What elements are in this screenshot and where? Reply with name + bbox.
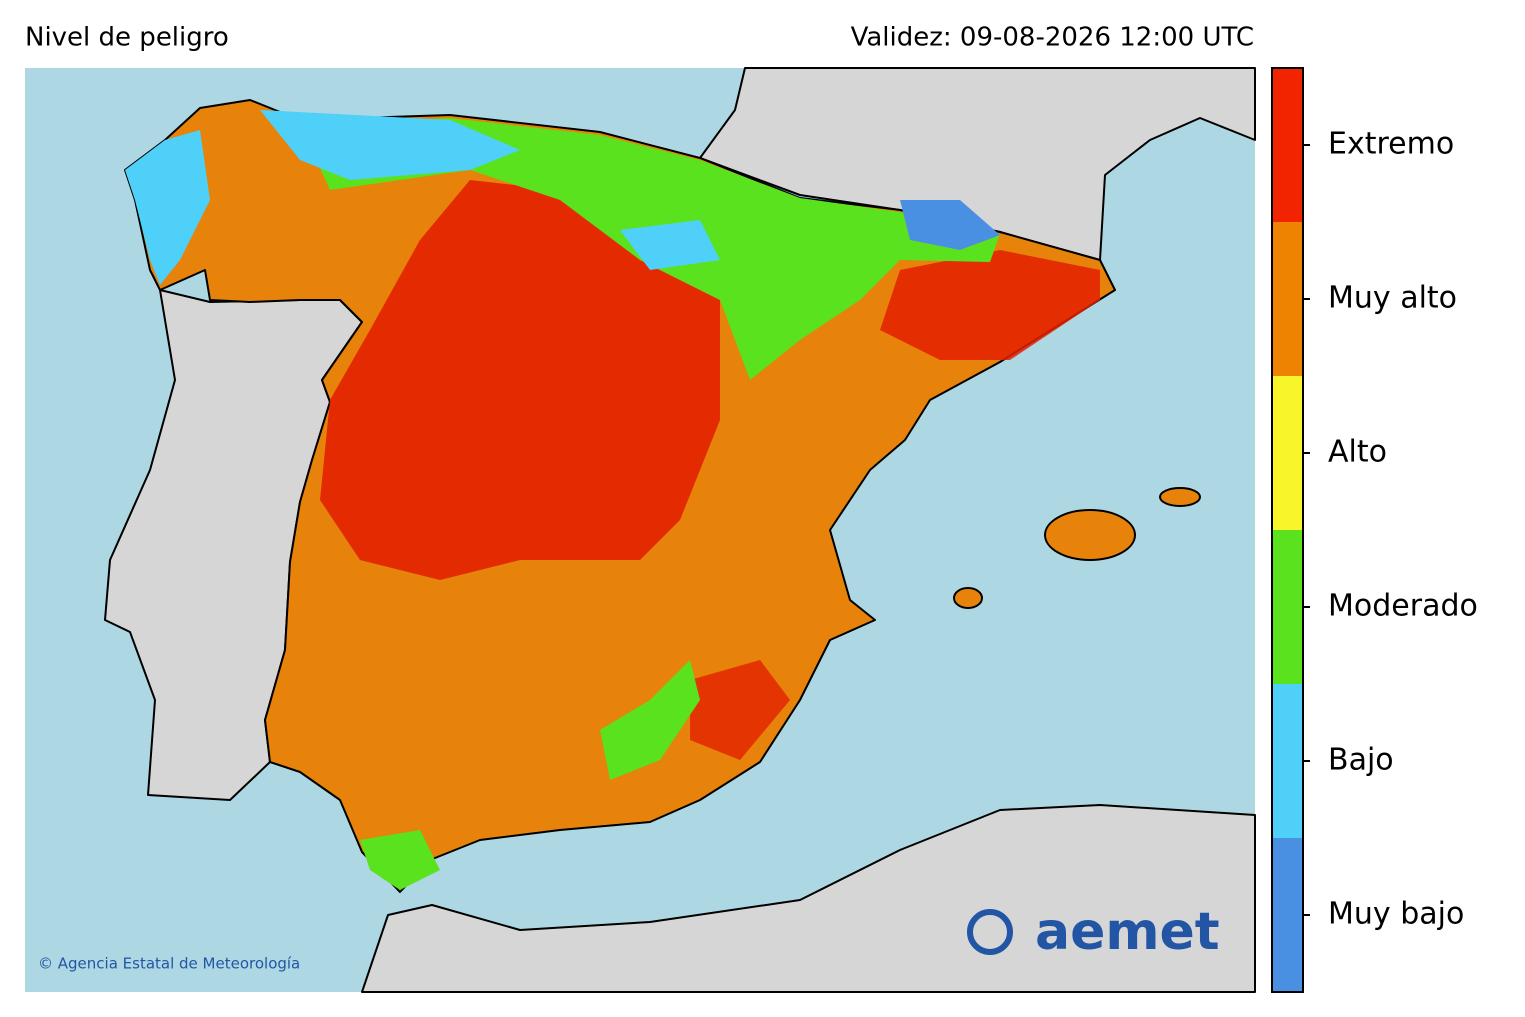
credit: © Agencia Estatal de Meteorología <box>38 955 300 973</box>
logo-icon <box>967 909 1013 955</box>
map: © Agencia Estatal de Meteorología aemet <box>25 67 1256 993</box>
africa <box>361 804 1256 993</box>
colorbar-label: Extremo <box>1328 127 1454 162</box>
logo-text: aemet <box>1035 902 1220 962</box>
colorbar-label: Bajo <box>1328 743 1394 778</box>
colorbar-label: Alto <box>1328 435 1387 470</box>
low-zone-galicia <box>125 130 210 285</box>
ibiza <box>953 587 983 609</box>
moderate-zone-south <box>360 830 440 890</box>
colorbar-frame <box>1271 67 1304 993</box>
moderate-zone-se <box>600 660 700 780</box>
colorbar-segment <box>1272 376 1303 530</box>
menorca <box>1159 487 1201 507</box>
colorbar-label: Muy bajo <box>1328 897 1464 932</box>
colorbar: Muy bajo Bajo Moderado Alto Muy alto Extremo <box>1271 67 1478 993</box>
low-zone-ebro <box>620 220 720 270</box>
colorbar-segment <box>1272 838 1303 992</box>
validity: Validez: 09-08-2026 12:00 UTC <box>851 23 1254 53</box>
low-zone-north <box>260 110 520 180</box>
colorbar-segment <box>1272 68 1303 222</box>
logo: aemet <box>967 902 1220 962</box>
colorbar-label: Moderado <box>1328 589 1478 624</box>
colorbar-segment <box>1272 684 1303 838</box>
colorbar-segment <box>1272 222 1303 376</box>
extreme-zone-ne <box>880 250 1100 360</box>
colorbar-label: Muy alto <box>1328 281 1457 316</box>
map-title: Nivel de peligro <box>25 23 229 53</box>
extreme-zone-se <box>690 660 790 760</box>
colorbar-segment <box>1272 530 1303 684</box>
extreme-zone <box>320 180 720 580</box>
very-low-zone <box>900 200 1000 250</box>
mallorca <box>1044 509 1136 561</box>
